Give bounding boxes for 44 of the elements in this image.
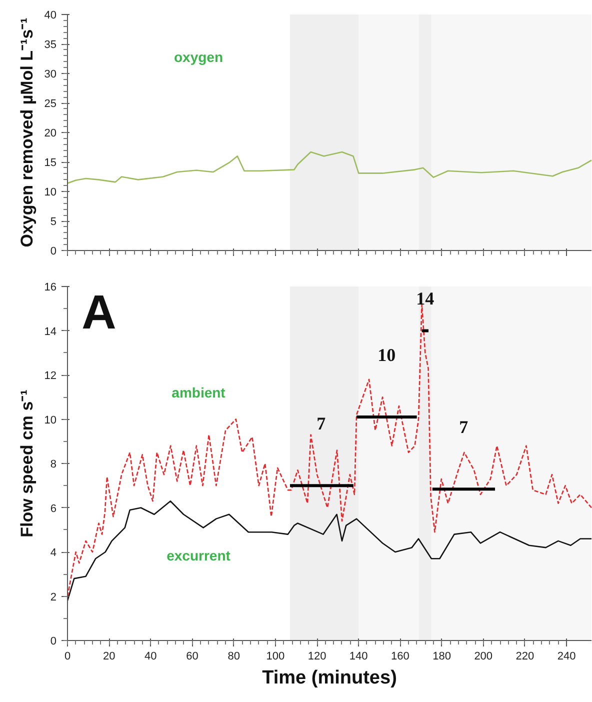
x-tick-label: 160 <box>391 650 410 662</box>
y-tick-label: 0 <box>50 246 57 258</box>
text: oxygen <box>174 48 224 65</box>
line-series <box>68 500 592 602</box>
y-tick-label: 5 <box>50 216 57 228</box>
x-tick-label: 200 <box>474 650 493 662</box>
y-axis-title: Flow speed cm s⁻¹ <box>17 389 36 538</box>
x-tick-label: 100 <box>266 650 285 662</box>
x-tick-label: 120 <box>308 650 326 662</box>
line-series <box>68 151 592 184</box>
annotation: 7 <box>459 417 468 438</box>
x-tick-label: 0 <box>64 650 71 662</box>
y-tick-label: 12 <box>44 370 57 382</box>
y-tick-label: 2 <box>50 591 57 604</box>
y-tick-label: 16 <box>44 282 57 294</box>
x-tick-label: 40 <box>144 650 157 662</box>
series-label: excurrent <box>166 548 231 564</box>
x-tick-label: 60 <box>186 650 198 662</box>
y-tick-label: 20 <box>44 128 57 140</box>
x-axis-title: Time (minutes) <box>262 668 397 688</box>
y-tick-label: 15 <box>44 157 57 169</box>
y-tick-label: 35 <box>44 39 57 51</box>
series-label: ambient <box>172 384 226 401</box>
x-tick-label: 240 <box>557 650 576 662</box>
annotation: A <box>82 286 116 340</box>
y-tick-label: 10 <box>44 414 57 426</box>
y-axis-title: Oxygen removed µMol L⁻¹s⁻¹ <box>17 17 36 248</box>
x-tick-label: 180 <box>432 650 451 662</box>
y-tick-label: 6 <box>50 502 57 515</box>
y-tick-label: 40 <box>44 10 57 22</box>
x-tick-label: 140 <box>349 650 368 662</box>
y-tick-label: 30 <box>44 68 57 80</box>
x-tick-label: 20 <box>102 650 116 662</box>
annotation: 10 <box>378 345 396 366</box>
y-tick-label: 4 <box>50 547 57 559</box>
y-tick-label: 8 <box>50 458 57 470</box>
x-tick-label: 220 <box>516 650 534 662</box>
x-tick-label: 80 <box>228 650 240 662</box>
annotation: 14 <box>416 288 434 308</box>
y-tick-label: 25 <box>44 98 57 110</box>
y-tick-label: 10 <box>44 186 57 198</box>
y-tick-label: 14 <box>44 326 57 338</box>
annotation: 7 <box>316 414 326 434</box>
y-tick-label: 0 <box>50 636 57 648</box>
